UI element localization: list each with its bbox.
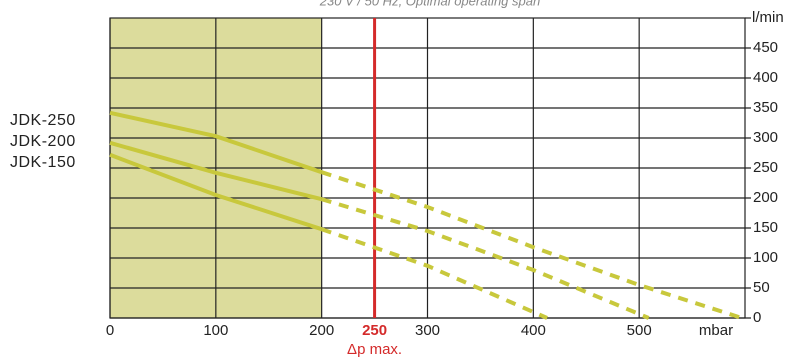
series-label: JDK-250	[10, 112, 76, 129]
y-tick-label: 150	[753, 219, 778, 236]
series-label: JDK-150	[10, 154, 76, 171]
series-label: JDK-200	[10, 133, 76, 150]
x-tick-label: 400	[521, 322, 546, 339]
y-tick-label: 400	[753, 69, 778, 86]
y-tick-label: 450	[753, 39, 778, 56]
series-line-extrapolated	[321, 170, 743, 320]
y-tick-label: 50	[753, 279, 770, 296]
y-tick-label: 100	[753, 249, 778, 266]
plot-border	[109, 17, 746, 319]
series-line	[109, 140, 323, 202]
max-dp-value: 250	[362, 322, 387, 339]
series-line	[109, 110, 323, 175]
series-line-extrapolated	[321, 227, 548, 320]
x-tick-label: 300	[415, 322, 440, 339]
x-tick-label: 100	[203, 322, 228, 339]
x-tick-label: 200	[309, 322, 334, 339]
max-dp-label: Δp max.	[347, 341, 402, 358]
series-line	[109, 152, 323, 232]
y-tick-label: 350	[753, 99, 778, 116]
series-line-extrapolated	[321, 197, 650, 320]
y-tick-label: 300	[753, 129, 778, 146]
x-tick-label: 500	[627, 322, 652, 339]
y-tick-label: 0	[753, 309, 761, 326]
y-tick-label: 250	[753, 159, 778, 176]
chart-title: 230 V / 50 Hz, Optimal operating span	[319, 0, 540, 8]
y-unit: l/min	[752, 9, 784, 26]
x-tick-label: 0	[106, 322, 114, 339]
x-unit: mbar	[699, 322, 733, 339]
y-tick-label: 200	[753, 189, 778, 206]
